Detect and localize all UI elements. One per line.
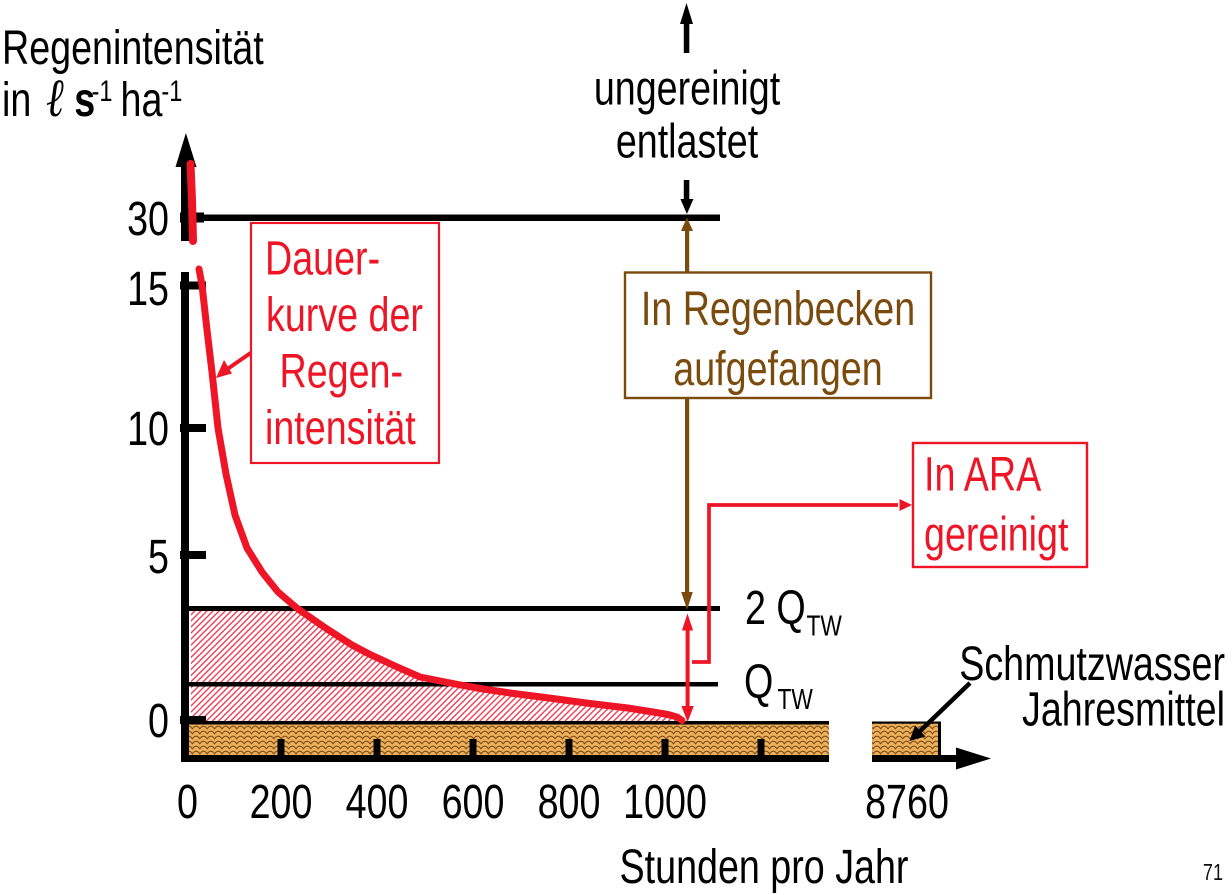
svg-text:71: 71 (1203, 860, 1223, 886)
svg-text:15: 15 (127, 263, 169, 316)
svg-text:1000: 1000 (623, 776, 707, 829)
svg-text:entlastet: entlastet (616, 115, 758, 168)
svg-text:0: 0 (177, 776, 198, 829)
svg-text:10: 10 (127, 403, 169, 456)
svg-text:Regenintensität: Regenintensität (2, 22, 264, 75)
svg-text:800: 800 (538, 776, 601, 829)
svg-text:kurve der: kurve der (266, 289, 423, 342)
svg-text:Q: Q (744, 656, 773, 709)
svg-text:30: 30 (127, 193, 169, 246)
svg-text:TW: TW (807, 609, 843, 642)
svg-text:8760: 8760 (865, 776, 949, 829)
svg-text:5: 5 (148, 531, 169, 584)
svg-text:intensität: intensität (265, 402, 416, 455)
svg-text:In Regenbecken: In Regenbecken (641, 283, 915, 336)
svg-text:Dauer-: Dauer- (265, 232, 380, 285)
svg-text:ungereinigt: ungereinigt (594, 62, 780, 115)
svg-text:In ARA: In ARA (924, 448, 1041, 501)
svg-text:400: 400 (346, 776, 409, 829)
svg-text:600: 600 (442, 776, 505, 829)
svg-text:aufgefangen: aufgefangen (673, 343, 882, 396)
svg-text:200: 200 (250, 776, 313, 829)
svg-text:0: 0 (148, 695, 169, 748)
svg-text:2 Q: 2 Q (745, 582, 806, 635)
svg-text:gereinigt: gereinigt (924, 508, 1068, 561)
svg-text:TW: TW (778, 682, 814, 715)
svg-text:Stunden pro Jahr: Stunden pro Jahr (620, 841, 909, 894)
svg-text:Regen-: Regen- (280, 345, 404, 398)
svg-text:Schmutzwasser: Schmutzwasser (959, 638, 1225, 691)
svg-text:Jahresmittel: Jahresmittel (1022, 683, 1225, 736)
